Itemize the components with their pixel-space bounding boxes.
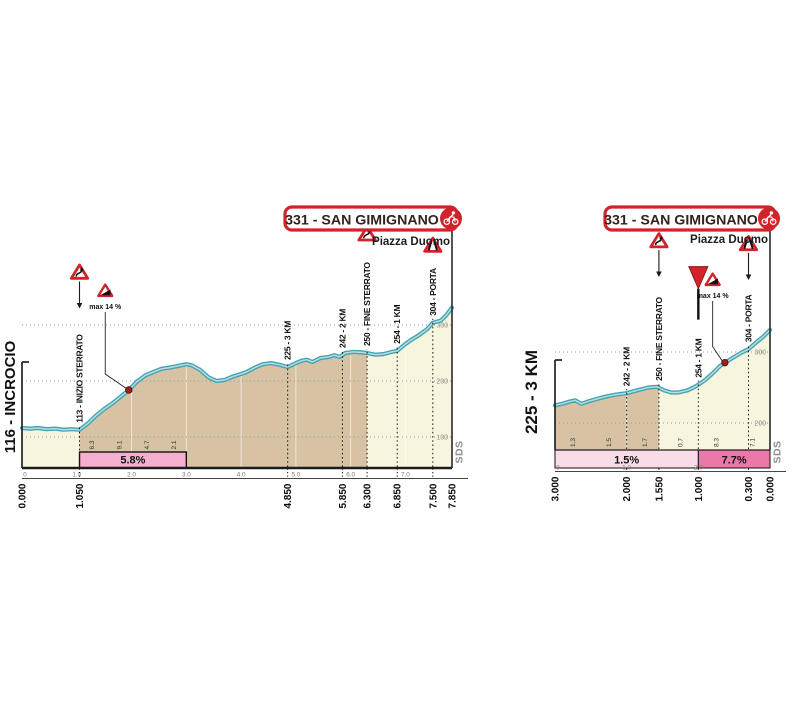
minor-tick-label: 6.0: [346, 471, 355, 478]
x-axis-label: 1.550: [654, 476, 665, 501]
finish-location-label: Piazza Duomo: [690, 234, 768, 246]
minor-tick-label: 7.0: [401, 471, 410, 478]
elevation-tick-label: 200: [436, 379, 448, 386]
elevation-tick-label: 100: [436, 435, 448, 442]
segment-grade-value: 4.7: [144, 440, 151, 449]
max-grade-label: max 14 %: [697, 293, 730, 300]
marker-label: 254 - 1 KM: [392, 304, 402, 343]
elevation-profile-chart: 100 200 300 5.8% 6.3 9.1 4.7 2.1 0 1.0 2.0 3.0 4.0 5.…: [2, 205, 468, 509]
sterrato-surface-area: [555, 386, 659, 450]
start-label: 225 - 3 KM: [522, 350, 541, 434]
slope-warning-icon: [97, 283, 114, 298]
segment-grade-value: 9.1: [116, 440, 123, 449]
max-grade-label: max 14 %: [89, 304, 122, 311]
segment-grade-value: 6.3: [89, 440, 96, 449]
minor-tick-label: 1.0: [622, 464, 631, 471]
elevation-profile-chart: 200 300 1.5% 7.7% 1.3 1.5 1.7 0.7 8.3 7.1 0 1.0 2.0 3…: [522, 205, 786, 502]
x-axis-label: 7.850: [448, 483, 459, 508]
x-axis-label: 5.850: [338, 483, 349, 508]
minor-tick-label: 2.0: [694, 464, 703, 471]
marker-label: 250 - FINE STERRATO: [654, 296, 664, 380]
marker-label: 225 - 3 KM: [283, 321, 293, 360]
finish-badge-title: 331 - SAN GIMIGNANO: [285, 213, 439, 229]
cyclist-icon: [440, 207, 462, 230]
sterrato-surface-area: [79, 351, 368, 468]
x-axis-label: 1.000: [694, 476, 705, 501]
minor-tick-label: 5.0: [292, 471, 301, 478]
segment-grade-value: 2.1: [171, 440, 178, 449]
x-axis-label: 2.000: [622, 476, 633, 501]
finish-badge: 331 - SAN GIMIGNANO: [283, 205, 462, 232]
segment-grade-value: 1.7: [642, 438, 649, 447]
x-axis-label: 7.500: [428, 483, 439, 508]
profile-line-highlight: [554, 329, 771, 407]
curve-warning-icon: [649, 232, 669, 249]
finish-location-label: Piazza Duomo: [372, 236, 450, 248]
max-grade-pointer: [712, 301, 723, 362]
avg-grade-label: 5.8%: [120, 455, 145, 467]
x-axis-label: 0.000: [766, 476, 777, 501]
slope-warning-icon: [704, 272, 721, 287]
avg-grade-label: 1.5%: [614, 455, 639, 467]
segment-grade-value: 7.1: [749, 438, 756, 447]
max-grade-pointer: [104, 312, 127, 389]
sds-watermark: SDS: [454, 440, 466, 463]
marker-label: 242 - 2 KM: [337, 309, 347, 348]
segment-grade-value: 8.3: [713, 438, 720, 447]
minor-tick-label: 1.0: [72, 471, 81, 478]
paved-surface-area: [367, 307, 452, 468]
marker-arrow-head: [76, 303, 83, 309]
curve-warning-icon: [357, 225, 377, 242]
sds-watermark: SDS: [772, 440, 784, 463]
elevation-tick-label: 300: [754, 350, 766, 357]
elevation-tick-label: 300: [436, 323, 448, 330]
minor-tick-label: 4.0: [237, 471, 246, 478]
segment-grade-value: 0.7: [678, 438, 685, 447]
marker-label: 304 - PORTA: [744, 294, 754, 342]
marker-label: 242 - 2 KM: [622, 347, 632, 386]
minor-tick-label: 0: [23, 471, 27, 478]
segment-grade-value: 1.5: [606, 438, 613, 447]
minor-tick-label: 2.0: [127, 471, 136, 478]
paved-surface-area: [658, 330, 770, 450]
x-axis-label: 6.300: [363, 483, 374, 508]
curve-warning-icon: [69, 263, 90, 280]
x-axis-label: 1.050: [75, 483, 86, 508]
minor-tick-label: 0: [556, 464, 560, 471]
marker-label: 113 - INIZIO STERRATO: [75, 334, 85, 423]
marker-label: 304 - PORTA: [428, 268, 438, 316]
avg-grade-label: 7.7%: [722, 455, 747, 467]
minor-tick-label: 3.0: [182, 471, 191, 478]
finish-badge-title: 331 - SAN GIMIGNANO: [604, 213, 758, 229]
flamme-rouge-icon: [688, 266, 709, 290]
marker-arrow-head: [745, 274, 752, 280]
start-label: 116 - INCROCIO: [2, 340, 19, 453]
elevation-tick-label: 200: [754, 421, 766, 428]
x-axis-label: 6.850: [393, 483, 404, 508]
x-axis-label: 0.000: [18, 483, 29, 508]
marker-arrow-head: [656, 271, 662, 278]
x-axis-label: 3.000: [551, 476, 562, 501]
narrow-warning-icon: [423, 236, 443, 253]
x-axis-label: 4.850: [283, 483, 294, 508]
marker-label: 254 - 1 KM: [693, 338, 703, 377]
narrow-warning-icon: [738, 235, 759, 252]
cyclist-icon: [758, 207, 780, 230]
x-axis-label: 0.300: [744, 476, 755, 501]
finish-badge: 331 - SAN GIMIGNANO: [603, 205, 780, 232]
max-grade-dot: [125, 386, 133, 394]
marker-label: 250 - FINE STERRATO: [362, 262, 372, 346]
profile-line-highlight: [21, 306, 453, 431]
max-grade-dot: [721, 358, 729, 367]
paved-surface-area: [22, 428, 80, 468]
segment-grade-value: 1.3: [570, 438, 577, 447]
